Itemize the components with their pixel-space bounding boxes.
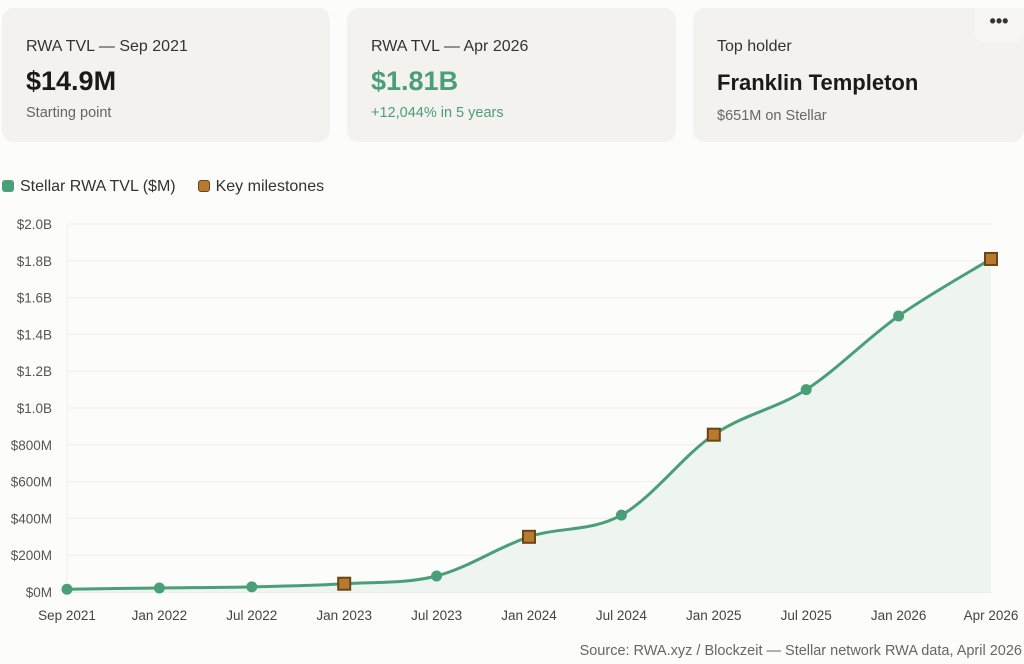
y-tick-label: $200M <box>11 548 52 563</box>
legend: Stellar RWA TVL ($M) Key milestones <box>2 178 324 196</box>
x-tick-label: Jan 2026 <box>871 608 927 623</box>
y-tick-label: $800M <box>11 438 52 453</box>
y-tick-label: $400M <box>11 511 52 526</box>
y-tick-label: $600M <box>11 475 52 490</box>
legend-item-milestones[interactable]: Key milestones <box>197 178 325 196</box>
chart: $0M $200M $400M $600M $800M $1.0B $1.2B $1.4B $1… <box>11 217 1019 623</box>
source-note: Source: RWA.xyz / Blockzeit — Stellar ne… <box>579 643 1022 659</box>
data-point <box>893 310 905 322</box>
y-tick-label: $1.2B <box>17 364 52 379</box>
more-options-button[interactable]: ••• <box>974 8 1024 42</box>
stat-card-current: RWA TVL — Apr 2026 $1.81B +12,044% in 5 … <box>347 8 676 142</box>
data-point <box>246 581 258 593</box>
card-label: RWA TVL — Apr 2026 <box>371 38 529 55</box>
x-tick-label: Apr 2026 <box>964 608 1019 623</box>
data-point <box>800 384 812 396</box>
stat-card-top-holder: Top holder Franklin Templeton $651M on S… <box>693 8 1024 142</box>
data-point <box>431 570 443 582</box>
x-tick-label: Jan 2025 <box>686 608 742 623</box>
y-tick-label: $1.4B <box>17 327 52 342</box>
series-line <box>66 257 992 591</box>
x-tick-label: Sep 2021 <box>38 608 96 623</box>
legend-label: Key milestones <box>215 178 325 195</box>
legend-swatch <box>197 180 210 192</box>
legend-swatch <box>2 180 14 192</box>
y-tick-label: $1.8B <box>17 254 52 269</box>
y-tick-label: $1.6B <box>17 291 52 306</box>
milestone-marker <box>522 529 536 544</box>
y-tick-label: $2.0B <box>17 217 52 232</box>
card-value: $14.9M <box>26 66 117 96</box>
area-fill <box>67 258 991 592</box>
data-point <box>153 582 165 594</box>
y-tick-label: $1.0B <box>17 401 52 416</box>
x-tick-label: Jul 2024 <box>596 608 648 623</box>
x-tick-label: Jul 2025 <box>781 608 832 623</box>
card-sub: +12,044% in 5 years <box>371 105 504 121</box>
legend-label: Stellar RWA TVL ($M) <box>20 178 176 195</box>
data-point <box>61 583 73 595</box>
milestone-marker <box>337 576 352 591</box>
card-sub: Starting point <box>26 105 112 121</box>
card-value: Franklin Templeton <box>717 70 919 95</box>
x-tick-label: Jan 2024 <box>501 608 557 623</box>
card-sub: $651M on Stellar <box>717 108 827 124</box>
x-tick-label: Jul 2022 <box>226 608 277 623</box>
card-label: Top holder <box>717 38 792 55</box>
card-label: RWA TVL — Sep 2021 <box>26 38 188 55</box>
y-tick-label: $0M <box>26 585 52 600</box>
milestone-marker <box>706 427 721 442</box>
card-value: $1.81B <box>371 66 459 96</box>
data-point <box>615 509 627 521</box>
x-tick-label: Jul 2023 <box>411 608 462 623</box>
milestone-marker <box>984 251 998 266</box>
x-tick-label: Jan 2023 <box>316 608 372 623</box>
legend-item-tvl[interactable]: Stellar RWA TVL ($M) <box>2 178 176 196</box>
stat-card-start: RWA TVL — Sep 2021 $14.9M Starting point <box>2 8 330 142</box>
x-tick-label: Jan 2022 <box>132 608 188 623</box>
